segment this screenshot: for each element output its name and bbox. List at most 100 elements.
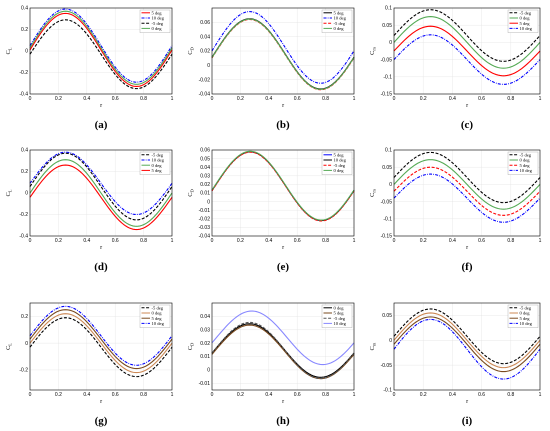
legend-entry: 5 deg [520, 316, 531, 321]
legend-box [139, 9, 171, 33]
y-axis-subscript: L [8, 47, 13, 50]
y-axis-label: Cm [369, 342, 377, 350]
y-tick-label: -0.1 [383, 217, 392, 223]
y-axis-label: CD [187, 46, 195, 54]
x-tick-label: 0.8 [507, 392, 514, 398]
legend-entry: 0 deg [334, 26, 345, 31]
legend-entry: 5 deg [152, 168, 163, 173]
x-tick-label: 0.6 [478, 392, 485, 398]
y-tick-label: -0.02 [199, 77, 211, 83]
x-tick-label: 1 [353, 96, 356, 102]
series-line-0 [29, 12, 173, 88]
series-line-2 [29, 159, 173, 227]
y-tick-label: 0.03 [200, 174, 210, 180]
y-tick-label: 0 [389, 182, 392, 188]
y-tick-label: 0.05 [382, 165, 392, 171]
y-tick-label: -0.03 [199, 225, 211, 231]
x-tick-label: 0.4 [265, 96, 272, 102]
legend-entry: -5 deg [334, 316, 346, 321]
y-tick-label: -0.1 [383, 388, 392, 394]
x-tick-label: 0.8 [507, 96, 514, 102]
legend-entry: 10 deg [334, 321, 347, 326]
y-axis-subscript: D [190, 342, 195, 346]
x-tick-label: 0.2 [420, 392, 427, 398]
x-tick-label: 0 [211, 96, 214, 102]
panel-label: (g) [95, 415, 108, 427]
chart-panel-b: 0 0.2 0.4 0.6 0.8 1 -0.04 -0.02 0 0.02 0.04 0.06 5 d… [187, 7, 356, 131]
x-tick-label: 0 [393, 238, 396, 244]
legend-box [507, 304, 539, 328]
y-tick-label: -0.1 [383, 75, 392, 81]
x-axis-label: τ [466, 399, 469, 405]
x-tick-label: 1 [539, 238, 542, 244]
series-line-2 [29, 309, 173, 370]
y-tick-label: 0.02 [200, 49, 210, 55]
series-line-2 [393, 25, 541, 77]
panel-label: (c) [461, 119, 474, 131]
y-axis-subscript: L [8, 343, 13, 346]
y-tick-label: 0 [389, 338, 392, 344]
series-line-3 [393, 318, 541, 380]
x-tick-label: 0.4 [265, 238, 272, 244]
plot-frame [393, 7, 541, 95]
y-tick-label: 0.1 [385, 6, 392, 12]
panel-label: (a) [95, 119, 108, 131]
panel-label: (i) [462, 415, 473, 427]
series-line-3 [393, 173, 541, 223]
x-tick-label: 1 [171, 96, 174, 102]
x-tick-label: 0.2 [55, 238, 62, 244]
plot-frame [29, 149, 173, 237]
x-tick-label: 0.6 [112, 96, 119, 102]
x-axis-label: τ [282, 245, 285, 251]
y-axis-subscript: m [372, 189, 377, 193]
y-tick-label: 0 [207, 199, 210, 205]
x-axis-label: τ [466, 103, 469, 109]
y-tick-label: 0.04 [200, 314, 210, 320]
y-tick-label: 0 [25, 191, 28, 197]
legend-entry: 10 deg [520, 26, 533, 31]
legend-box [321, 151, 353, 175]
series-line-1 [29, 8, 173, 83]
x-tick-label: 0.4 [83, 392, 90, 398]
series-line-0 [29, 152, 173, 221]
x-axis-label: τ [282, 399, 285, 405]
panel-label: (d) [94, 261, 108, 273]
x-tick-label: 0.8 [507, 238, 514, 244]
x-tick-label: 0 [29, 238, 32, 244]
plot-frame [29, 302, 173, 391]
legend-entry: 5 deg [334, 311, 345, 316]
y-tick-label: -0.02 [199, 217, 211, 223]
legend-entry: 0 deg [334, 306, 345, 311]
series-line-2 [393, 316, 541, 373]
x-axis-label: τ [100, 103, 103, 109]
legend-entry: 10 deg [152, 16, 165, 21]
y-tick-label: -0.05 [381, 57, 393, 63]
series-line-0 [393, 9, 541, 62]
y-tick-label: 0 [207, 63, 210, 69]
legend-box [139, 304, 171, 328]
panel-label: (b) [276, 119, 290, 131]
y-tick-label: 0.04 [200, 165, 210, 171]
y-axis-subscript: D [190, 46, 195, 50]
x-tick-label: 0.4 [83, 96, 90, 102]
y-tick-label: 0.02 [200, 341, 210, 347]
y-tick-label: 0.4 [21, 148, 28, 154]
series-line-0 [393, 308, 541, 365]
plot-frame [211, 149, 355, 237]
legend-entry: -5 deg [334, 163, 346, 168]
x-tick-label: 1 [539, 96, 542, 102]
series-line-3 [29, 10, 173, 85]
x-tick-label: 0.4 [449, 238, 456, 244]
x-tick-label: 0.2 [420, 96, 427, 102]
legend-entry: 0 deg [152, 311, 163, 316]
series-line-2 [393, 166, 541, 216]
y-tick-label: -0.01 [199, 381, 211, 387]
